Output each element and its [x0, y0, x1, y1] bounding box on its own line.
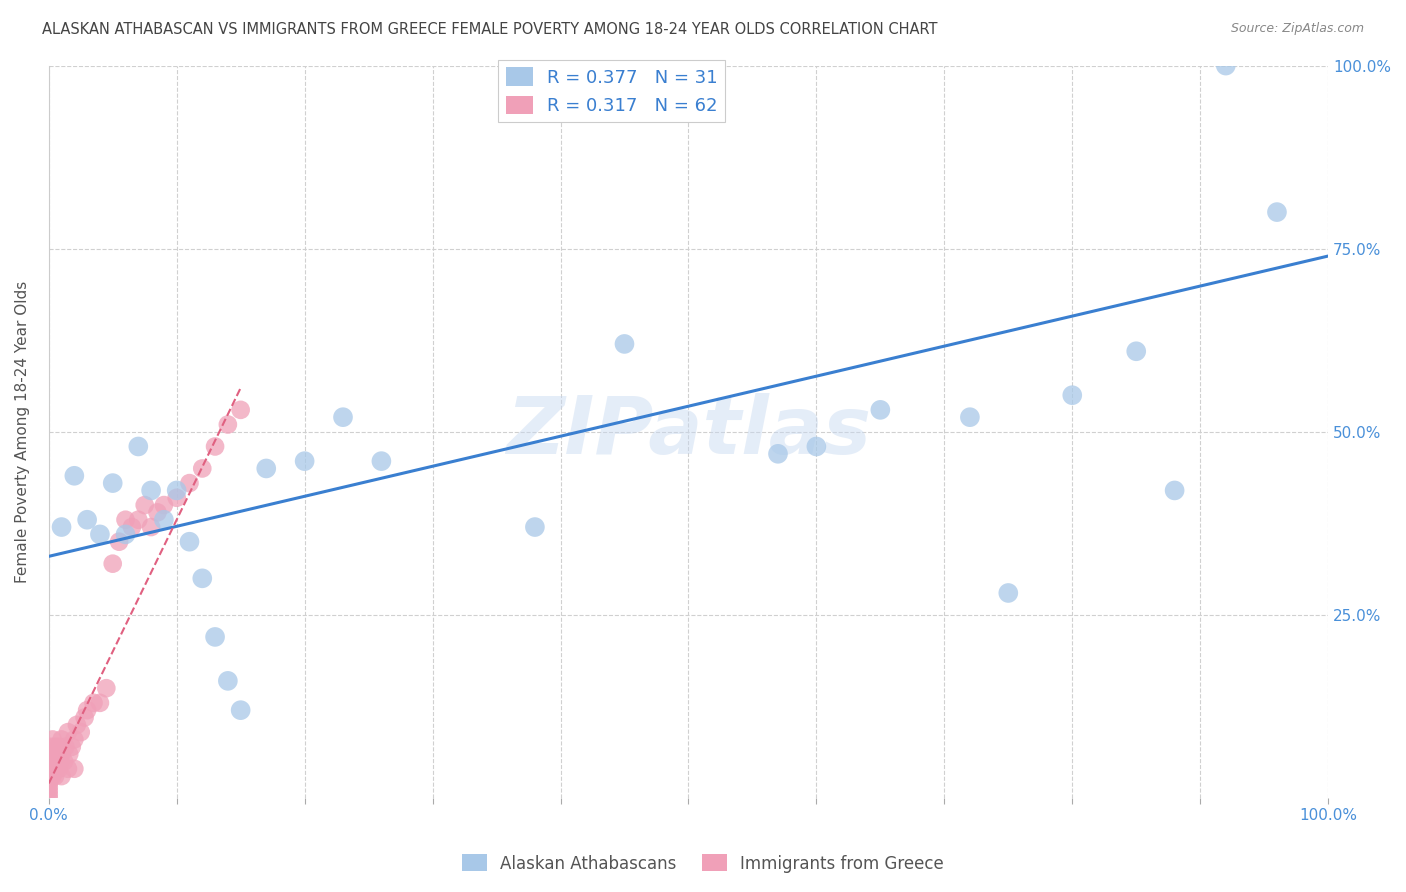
Point: [69, 725, 91, 739]
Point: [204, 440, 226, 454]
Point: [166, 491, 188, 505]
Text: ALASKAN ATHABASCAN VS IMMIGRANTS FROM GREECE FEMALE POVERTY AMONG 18-24 YEAR OLD: ALASKAN ATHABASCAN VS IMMIGRANTS FROM GR…: [42, 22, 938, 37]
Point: [38, 780, 60, 794]
Point: [38, 755, 60, 769]
Point: [89, 696, 111, 710]
Point: [217, 673, 239, 688]
Point: [73, 710, 96, 724]
Point: [806, 440, 828, 454]
Point: [523, 520, 546, 534]
Point: [229, 703, 252, 717]
Point: [166, 483, 188, 498]
Point: [217, 417, 239, 432]
Point: [191, 571, 214, 585]
Point: [38, 791, 60, 805]
Point: [114, 513, 136, 527]
Point: [48, 762, 70, 776]
Point: [51, 732, 73, 747]
Point: [204, 630, 226, 644]
Point: [55, 739, 77, 754]
Point: [96, 681, 118, 696]
Point: [114, 527, 136, 541]
Point: [38, 776, 60, 790]
Point: [153, 498, 176, 512]
Point: [179, 534, 201, 549]
Point: [41, 755, 63, 769]
Point: [53, 755, 76, 769]
Point: [41, 769, 63, 783]
Point: [254, 461, 277, 475]
Point: [45, 762, 67, 776]
Point: [45, 747, 67, 761]
Point: [39, 762, 62, 776]
Legend: Alaskan Athabascans, Immigrants from Greece: Alaskan Athabascans, Immigrants from Gre…: [456, 847, 950, 880]
Point: [146, 505, 169, 519]
Point: [63, 468, 86, 483]
Point: [766, 447, 789, 461]
Point: [38, 762, 60, 776]
Point: [1125, 344, 1147, 359]
Point: [63, 762, 86, 776]
Point: [370, 454, 392, 468]
Point: [66, 718, 89, 732]
Point: [39, 769, 62, 783]
Point: [44, 755, 66, 769]
Point: [42, 762, 65, 776]
Point: [121, 520, 143, 534]
Point: [134, 498, 156, 512]
Point: [42, 747, 65, 761]
Point: [89, 527, 111, 541]
Point: [58, 747, 80, 761]
Point: [127, 513, 149, 527]
Y-axis label: Female Poverty Among 18-24 Year Olds: Female Poverty Among 18-24 Year Olds: [15, 281, 30, 583]
Point: [38, 783, 60, 797]
Point: [38, 772, 60, 787]
Point: [38, 747, 60, 761]
Point: [1163, 483, 1185, 498]
Point: [108, 534, 131, 549]
Point: [1215, 59, 1237, 73]
Point: [613, 337, 636, 351]
Point: [38, 769, 60, 783]
Point: [1062, 388, 1084, 402]
Point: [44, 769, 66, 783]
Point: [294, 454, 316, 468]
Point: [56, 762, 79, 776]
Point: [179, 476, 201, 491]
Point: [51, 769, 73, 783]
Point: [39, 769, 62, 783]
Point: [139, 520, 162, 534]
Point: [44, 739, 66, 754]
Point: [46, 755, 69, 769]
Point: [229, 402, 252, 417]
Text: ZIPatlas: ZIPatlas: [506, 392, 870, 471]
Point: [38, 788, 60, 802]
Point: [101, 476, 124, 491]
Point: [48, 739, 70, 754]
Point: [76, 703, 98, 717]
Point: [1265, 205, 1288, 219]
Point: [101, 557, 124, 571]
Point: [139, 483, 162, 498]
Point: [41, 732, 63, 747]
Point: [39, 755, 62, 769]
Point: [869, 402, 891, 417]
Point: [51, 520, 73, 534]
Legend: R = 0.377   N = 31, R = 0.317   N = 62: R = 0.377 N = 31, R = 0.317 N = 62: [498, 60, 725, 122]
Point: [49, 755, 72, 769]
Point: [39, 739, 62, 754]
Point: [191, 461, 214, 475]
Point: [997, 586, 1019, 600]
Point: [332, 410, 354, 425]
Point: [60, 739, 83, 754]
Point: [51, 747, 73, 761]
Point: [959, 410, 981, 425]
Point: [127, 440, 149, 454]
Point: [76, 513, 98, 527]
Point: [63, 732, 86, 747]
Point: [56, 725, 79, 739]
Point: [153, 513, 176, 527]
Text: Source: ZipAtlas.com: Source: ZipAtlas.com: [1230, 22, 1364, 36]
Point: [83, 696, 105, 710]
